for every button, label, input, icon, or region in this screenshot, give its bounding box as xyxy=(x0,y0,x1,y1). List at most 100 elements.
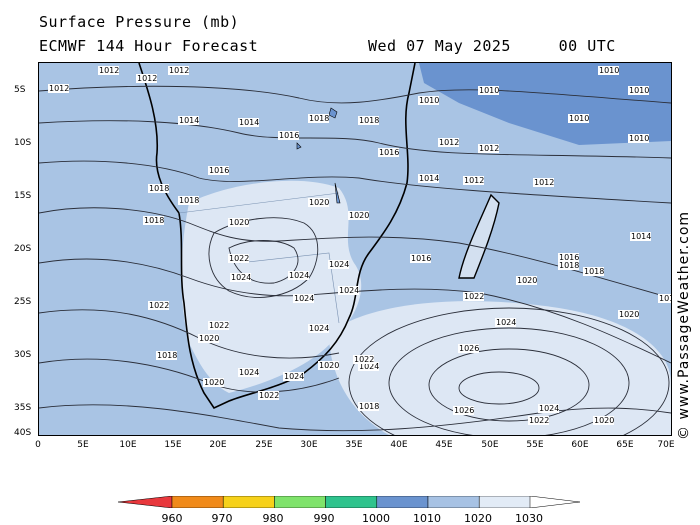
isobar-label: 1020 xyxy=(619,310,639,319)
isobar-label: 1024 xyxy=(284,372,304,381)
isobar-label-box xyxy=(238,368,259,377)
madagascar xyxy=(458,193,500,279)
isobar-label: 1024 xyxy=(294,294,314,303)
isobar-label: 1012 xyxy=(49,84,69,93)
isobar-label-box xyxy=(458,344,479,353)
isobar-label: 1020 xyxy=(319,361,339,370)
isobar-label: 1020 xyxy=(204,378,224,387)
isobar-label: 1020 xyxy=(349,211,369,220)
lon-label: 50E xyxy=(481,440,499,450)
lon-label: 5E xyxy=(77,440,89,450)
isobar-label-box xyxy=(328,260,349,269)
lon-label: 10E xyxy=(119,440,137,450)
isobar-label-box xyxy=(48,84,69,93)
isobar-label: 1018 xyxy=(309,114,329,123)
isobar-label-box xyxy=(358,362,379,371)
isobar-label-box xyxy=(583,267,604,276)
isobar-label: 1022 xyxy=(354,355,374,364)
isobar-label: 1026 xyxy=(459,344,479,353)
isobar-label-box xyxy=(283,372,304,381)
isobar-label-box xyxy=(178,116,199,125)
isobar-label-box xyxy=(438,138,459,147)
isobar-label-box xyxy=(156,351,177,360)
border-line xyxy=(178,192,340,214)
isobar-label: 1020 xyxy=(199,334,219,343)
isobar-label: 1022 xyxy=(229,254,249,263)
isobars xyxy=(39,85,671,435)
lon-label: 70E xyxy=(657,440,675,450)
isobar-label: 1010 xyxy=(629,86,649,95)
isobar-label-box xyxy=(598,66,619,75)
isobar-label: 1012 xyxy=(534,178,554,187)
isobar-label-box xyxy=(628,134,649,143)
model-run: ECMWF 144 Hour Forecast xyxy=(39,37,259,55)
legend-label: 990 xyxy=(313,512,335,525)
isobar-label-box xyxy=(148,184,169,193)
isobar-label-box xyxy=(410,254,431,263)
zone-1020-1030-ocean xyxy=(329,301,671,435)
lat-label: 5S xyxy=(14,85,26,95)
isobar-label: 1024 xyxy=(289,271,309,280)
isobar-label-box xyxy=(348,211,369,220)
isobar-label: 1024 xyxy=(231,273,251,282)
isobar-label-box xyxy=(148,301,169,310)
isobar-labels: 1012 1012 1010 1010 1010 1010 1012 1012 1014 1014… xyxy=(48,66,671,425)
isobar-label-box xyxy=(308,114,329,123)
isobar-label-box xyxy=(288,271,309,280)
isobar-label-box xyxy=(353,355,374,364)
lat-label: 15S xyxy=(14,191,32,201)
lon-label: 60E xyxy=(571,440,589,450)
isobar-label: 1012 xyxy=(479,144,499,153)
zone-1020-1030-land xyxy=(181,180,362,393)
isobar-label: 1016 xyxy=(279,131,299,140)
isobar-label: 1016 xyxy=(559,253,579,262)
lat-label: 35S xyxy=(14,403,32,413)
lon-label: 45E xyxy=(435,440,453,450)
legend-swatch xyxy=(427,496,480,508)
isobar-label-box xyxy=(378,148,399,157)
isobar-label: 1018 xyxy=(157,351,177,360)
legend-swatch xyxy=(529,496,580,508)
isobar-label: 1012 xyxy=(464,176,484,185)
isobar-label: 1016 xyxy=(659,294,671,303)
isobar-label: 1024 xyxy=(239,368,259,377)
lat-label: 25S xyxy=(14,297,32,307)
legend-swatch xyxy=(222,496,275,508)
isobar-label-box xyxy=(628,86,649,95)
isobar-label-box xyxy=(338,286,359,295)
isobar-label: 1022 xyxy=(464,292,484,301)
lon-label: 20E xyxy=(209,440,227,450)
isobar-label-box xyxy=(98,66,119,75)
lon-label: 65E xyxy=(616,440,634,450)
lat-label: 30S xyxy=(14,350,32,360)
isobar-label: 1024 xyxy=(539,404,559,413)
isobar-label-box xyxy=(198,334,219,343)
isobar-label-box xyxy=(136,74,157,83)
isobar-label-box xyxy=(463,292,484,301)
isobar-label-box xyxy=(238,118,259,127)
isobar-label: 1010 xyxy=(629,134,649,143)
isobar-label: 1016 xyxy=(209,166,229,175)
valid-time: Wed 07 May 2025 00 UTC xyxy=(368,37,616,55)
isobar-label-box xyxy=(228,254,249,263)
isobar-label: 1024 xyxy=(339,286,359,295)
lon-label: 0 xyxy=(35,440,41,450)
lon-label: 15E xyxy=(164,440,182,450)
isobar-label-box xyxy=(453,406,474,415)
isobar-label: 1022 xyxy=(259,391,279,400)
pressure-map[interactable]: 1012 1012 1010 1010 1010 1010 1012 1012 1014 1014… xyxy=(38,62,672,436)
lon-label: 55E xyxy=(526,440,544,450)
lat-label: 40S xyxy=(14,428,32,438)
isobar-label: 1022 xyxy=(209,321,229,330)
isobar-label-box xyxy=(228,218,249,227)
isobar-label: 1018 xyxy=(359,116,379,125)
isobar-label: 1026 xyxy=(454,406,474,415)
isobar-label-box xyxy=(558,261,579,270)
isobar-label: 1018 xyxy=(179,196,199,205)
isobar-label: 1022 xyxy=(529,416,549,425)
isobar-label: 1014 xyxy=(631,232,651,241)
isobar-label: 1018 xyxy=(144,216,164,225)
isobar-label: 1010 xyxy=(419,96,439,105)
isobar-label: 1012 xyxy=(137,74,157,83)
isobar-label: 1018 xyxy=(559,261,579,270)
